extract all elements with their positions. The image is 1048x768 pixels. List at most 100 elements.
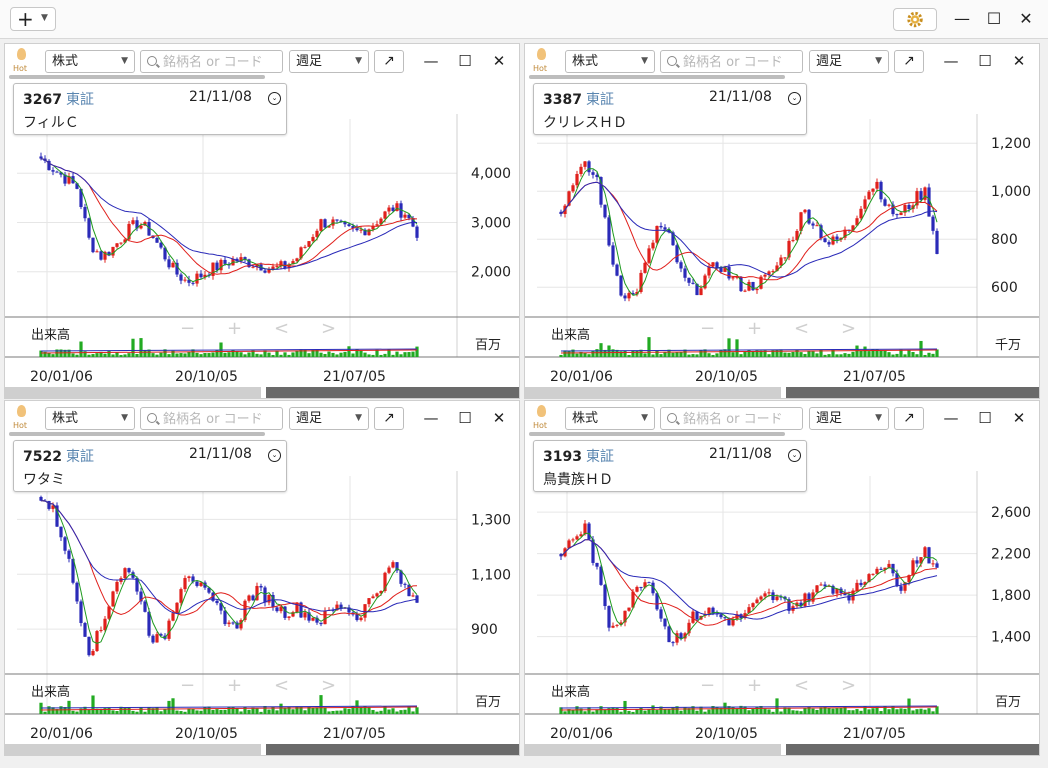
symbol-search-input[interactable]: [161, 410, 283, 429]
panel-minimize-button[interactable]: —: [943, 52, 959, 70]
candle-body: [587, 161, 591, 173]
price-chart[interactable]: 1,300 1,100 900 20/01/06 20/10/05 21/07/05 出来高…: [5, 436, 520, 756]
chart-nav-zoom-out-button[interactable]: −: [700, 675, 715, 696]
instrument-type-select[interactable]: 株式 ▼: [565, 407, 655, 430]
popout-button[interactable]: ↗: [894, 407, 924, 430]
panel-close-button[interactable]: ✕: [492, 409, 506, 427]
chart-nav-zoom-in-button[interactable]: +: [227, 675, 242, 696]
chart-nav-zoom-out-button[interactable]: −: [180, 675, 195, 696]
hot-button[interactable]: Hot: [11, 48, 33, 76]
volume-bar: [923, 354, 927, 357]
symbol-search[interactable]: [140, 50, 283, 73]
volume-bar: [827, 354, 831, 357]
chart-nav-scroll-right-button[interactable]: >: [841, 318, 856, 339]
settings-button[interactable]: [893, 8, 937, 31]
chart-nav-scroll-right-button[interactable]: >: [321, 675, 336, 696]
volume-bar: [787, 352, 791, 357]
period-select[interactable]: 週足 ▼: [809, 50, 889, 73]
app-close-button[interactable]: ✕: [1019, 9, 1033, 28]
candle-body: [215, 600, 219, 604]
panel-minimize-button[interactable]: —: [423, 409, 439, 427]
instrument-type-select[interactable]: 株式 ▼: [565, 50, 655, 73]
chevron-down-circle-icon[interactable]: ⌄: [268, 449, 281, 462]
popout-button[interactable]: ↗: [374, 407, 404, 430]
panel-close-button[interactable]: ✕: [1012, 52, 1026, 70]
horizontal-scrollbar[interactable]: [9, 432, 265, 436]
panel-maximize-button[interactable]: ☐: [978, 52, 992, 70]
volume-bar: [267, 709, 271, 714]
candle-body: [159, 242, 163, 248]
period-select[interactable]: 週足 ▼: [289, 407, 369, 430]
symbol-search[interactable]: [140, 407, 283, 430]
popout-button[interactable]: ↗: [374, 50, 404, 73]
volume-bar: [403, 352, 407, 357]
price-chart[interactable]: 2,600 2,200 1,800 1,400 20/01/06 20/10/05 21/0…: [525, 436, 1040, 756]
volume-bar: [99, 351, 103, 357]
hot-button[interactable]: Hot: [531, 405, 553, 433]
chart-nav-zoom-in-button[interactable]: +: [747, 675, 762, 696]
candle-body: [855, 582, 859, 591]
symbol-search-input[interactable]: [681, 53, 803, 72]
period-select[interactable]: 週足 ▼: [809, 407, 889, 430]
candle-body: [591, 172, 595, 175]
candle-body: [75, 183, 79, 189]
chart-nav-scroll-left-button[interactable]: <: [274, 675, 289, 696]
horizontal-scrollbar[interactable]: [529, 75, 785, 79]
instrument-type-select[interactable]: 株式 ▼: [45, 407, 135, 430]
volume-bar: [131, 710, 135, 714]
candle-body: [723, 266, 727, 272]
panel-minimize-button[interactable]: —: [943, 409, 959, 427]
horizontal-scrollbar[interactable]: [9, 75, 265, 79]
panel-maximize-button[interactable]: ☐: [978, 409, 992, 427]
chart-nav-zoom-out-button[interactable]: −: [700, 318, 715, 339]
chart-nav-scroll-left-button[interactable]: <: [794, 675, 809, 696]
chevron-down-circle-icon[interactable]: ⌄: [788, 449, 801, 462]
chart-nav-zoom-in-button[interactable]: +: [227, 318, 242, 339]
volume-bar: [779, 711, 783, 714]
add-chart-button[interactable]: + ▼: [10, 7, 56, 31]
candle-body: [303, 246, 307, 248]
hot-button[interactable]: Hot: [11, 405, 33, 433]
period-select[interactable]: 週足 ▼: [289, 50, 369, 73]
volume-bar: [371, 354, 375, 357]
candle-body: [275, 266, 279, 268]
chart-nav-scroll-left-button[interactable]: <: [794, 318, 809, 339]
volume-bar: [563, 350, 567, 357]
candle-body: [823, 238, 827, 243]
volume-bar: [819, 707, 823, 714]
chart-nav-zoom-in-button[interactable]: +: [747, 318, 762, 339]
app-minimize-button[interactable]: —: [954, 9, 970, 28]
volume-bar: [859, 350, 863, 357]
volume-label: 出来高: [31, 684, 70, 700]
horizontal-scrollbar[interactable]: [529, 432, 785, 436]
chart-nav-scroll-right-button[interactable]: >: [841, 675, 856, 696]
panel-minimize-button[interactable]: —: [423, 52, 439, 70]
instrument-type-select[interactable]: 株式 ▼: [45, 50, 135, 73]
chart-nav-zoom-out-button[interactable]: −: [180, 318, 195, 339]
candle-body: [651, 582, 655, 594]
chevron-down-circle-icon[interactable]: ⌄: [268, 92, 281, 105]
panel-maximize-button[interactable]: ☐: [458, 52, 472, 70]
symbol-search[interactable]: [660, 407, 803, 430]
symbol-search-input[interactable]: [681, 410, 803, 429]
y-tick-label: 4,000: [471, 166, 511, 182]
candle-body: [223, 259, 227, 264]
panel-close-button[interactable]: ✕: [1012, 409, 1026, 427]
price-chart[interactable]: 1,200 1,000 800 600 20/01/06 20/10/05 21/07/05…: [525, 79, 1040, 399]
app-maximize-button[interactable]: ☐: [986, 9, 1002, 28]
volume-bar: [131, 338, 135, 357]
panel-maximize-button[interactable]: ☐: [458, 409, 472, 427]
price-chart[interactable]: 4,000 3,000 2,000 20/01/06 20/10/05 21/07/05 出…: [5, 79, 520, 399]
panel-close-button[interactable]: ✕: [492, 52, 506, 70]
hot-button[interactable]: Hot: [531, 48, 553, 76]
volume-bar: [51, 707, 55, 714]
volume-bar: [583, 352, 587, 357]
symbol-search-input[interactable]: [161, 53, 283, 72]
volume-bar: [79, 708, 83, 714]
chevron-down-circle-icon[interactable]: ⌄: [788, 92, 801, 105]
candle-body: [743, 290, 747, 292]
chart-nav-scroll-left-button[interactable]: <: [274, 318, 289, 339]
popout-button[interactable]: ↗: [894, 50, 924, 73]
chart-nav-scroll-right-button[interactable]: >: [321, 318, 336, 339]
symbol-search[interactable]: [660, 50, 803, 73]
